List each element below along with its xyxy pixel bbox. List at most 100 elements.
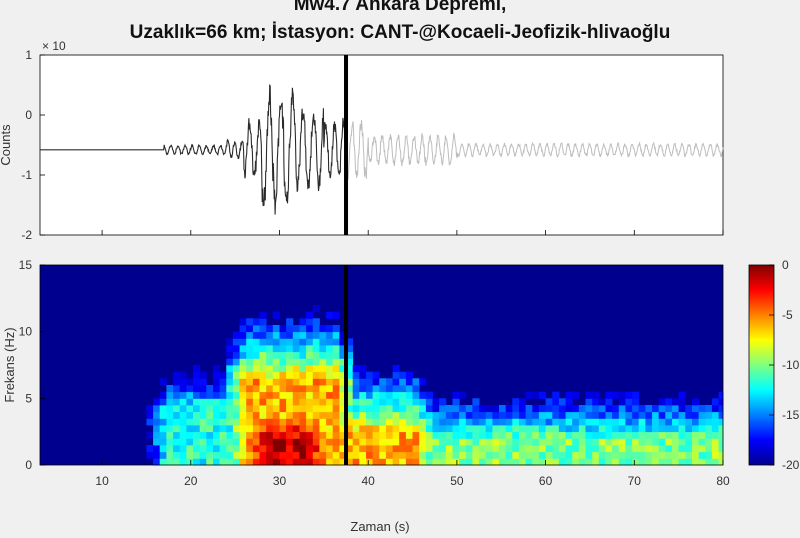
- spectrogram-cell: [366, 385, 374, 393]
- spectrogram-cell: [565, 405, 573, 413]
- spectrogram-cell: [592, 411, 600, 419]
- spectrogram-cell: [505, 458, 513, 466]
- spectrogram-cell: [252, 391, 260, 399]
- spectrogram-cell: [306, 398, 314, 406]
- spectrogram-cell: [445, 418, 453, 426]
- spectrogram-cell: [272, 391, 280, 399]
- spectrogram-cell: [472, 458, 480, 466]
- spectrogram-cell: [259, 438, 267, 446]
- spectrogram-cell: [193, 425, 201, 433]
- spectrogram-cell: [678, 405, 686, 413]
- spectrogram-cell: [199, 391, 207, 399]
- spectrogram-cell: [612, 445, 620, 453]
- spectrogram-cell: [286, 425, 294, 433]
- spectrogram-cell: [425, 451, 433, 459]
- spectrogram-cell: [153, 411, 161, 419]
- spectrogram-cell: [672, 398, 680, 406]
- spectrogram-cell: [166, 431, 174, 439]
- spectrogram-cell: [346, 345, 354, 353]
- spectrogram-cell: [319, 425, 327, 433]
- spectrogram-cell: [259, 345, 267, 353]
- spectrogram-cell: [459, 458, 467, 466]
- spectrogram-cell: [299, 411, 307, 419]
- spectrogram-cell: [585, 405, 593, 413]
- spectrogram-cell: [392, 438, 400, 446]
- spectrogram-cell: [232, 378, 240, 386]
- spectrogram-cell: [399, 405, 407, 413]
- spectrogram-cell: [219, 438, 227, 446]
- spectrogram-cell: [612, 405, 620, 413]
- spectrogram-cell: [592, 418, 600, 426]
- spectrogram-cell: [259, 365, 267, 373]
- spectrogram-cell: [718, 398, 724, 406]
- spectrogram-cell: [292, 378, 300, 386]
- spectrogram-cell: [292, 411, 300, 419]
- spectrogram-cell: [618, 418, 626, 426]
- spectrogram-cell: [332, 331, 340, 339]
- spectrogram-cell: [346, 365, 354, 373]
- spectrogram-cell: [173, 451, 181, 459]
- spectrogram-cell: [538, 445, 546, 453]
- spectrogram-cell: [718, 438, 724, 446]
- spectrogram-cell: [565, 398, 573, 406]
- spectrogram-cell: [213, 405, 221, 413]
- spectrogram-cell: [339, 418, 347, 426]
- spectrogram-cell: [372, 445, 380, 453]
- spectrogram-cell: [472, 445, 480, 453]
- spectrogram-cell: [339, 398, 347, 406]
- spectrogram-cell: [252, 318, 260, 326]
- spectrogram-cell: [578, 405, 586, 413]
- spectrogram-cell: [405, 391, 413, 399]
- spectrogram-cell: [186, 458, 194, 466]
- spectrogram-cell: [193, 391, 201, 399]
- spectrogram-cell: [232, 398, 240, 406]
- spectrogram-cell: [552, 445, 560, 453]
- spectrogram-cell: [505, 411, 513, 419]
- spectrogram-cell: [658, 411, 666, 419]
- spectrogram-cell: [272, 451, 280, 459]
- spectrogram-cell: [452, 418, 460, 426]
- spectrogram-cell: [718, 431, 724, 439]
- spectrogram-cell: [246, 371, 254, 379]
- spectrogram-cell: [379, 398, 387, 406]
- spectrogram-cell: [319, 325, 327, 333]
- spectrogram-cell: [346, 445, 354, 453]
- x-tick-label: 50: [450, 474, 464, 488]
- spectrogram-cell: [419, 431, 427, 439]
- spectrogram-cell: [545, 425, 553, 433]
- spectrogram-cell: [319, 438, 327, 446]
- spectrogram-cell: [472, 411, 480, 419]
- x-tick-label: 80: [716, 474, 730, 488]
- spectrogram-cell: [199, 378, 207, 386]
- spectrogram-cell: [326, 351, 334, 359]
- spectrogram-cell: [372, 378, 380, 386]
- spectrogram-cell: [312, 305, 320, 313]
- spectrogram-cell: [459, 418, 467, 426]
- spectrogram-cell: [279, 425, 287, 433]
- spectrogram-cell: [698, 418, 706, 426]
- spectrogram-cell: [366, 425, 374, 433]
- spectrogram-cell: [173, 391, 181, 399]
- spectrogram-cell: [612, 438, 620, 446]
- spectrogram-cell: [705, 445, 713, 453]
- spectrogram-cell: [565, 458, 573, 466]
- spectrogram-cell: [658, 451, 666, 459]
- spectrogram-cell: [565, 431, 573, 439]
- spectrogram-cell: [519, 458, 527, 466]
- spectrogram-cell: [252, 345, 260, 353]
- colorbar-tick-label: -5: [782, 308, 793, 322]
- waveform-plot-area: [39, 54, 724, 236]
- spectrogram-cell: [299, 458, 307, 466]
- spectrogram-cell: [252, 418, 260, 426]
- spectrogram-cell: [399, 398, 407, 406]
- waveform-series: [40, 83, 724, 215]
- spectrogram-cell: [346, 418, 354, 426]
- spectrogram-cell: [166, 418, 174, 426]
- spectrogram-cell: [392, 378, 400, 386]
- spectrogram-cell: [499, 405, 507, 413]
- spectrogram-cell: [672, 458, 680, 466]
- spectrogram-cell: [565, 438, 573, 446]
- spectrogram-cell: [432, 405, 440, 413]
- spectrogram-cell: [392, 398, 400, 406]
